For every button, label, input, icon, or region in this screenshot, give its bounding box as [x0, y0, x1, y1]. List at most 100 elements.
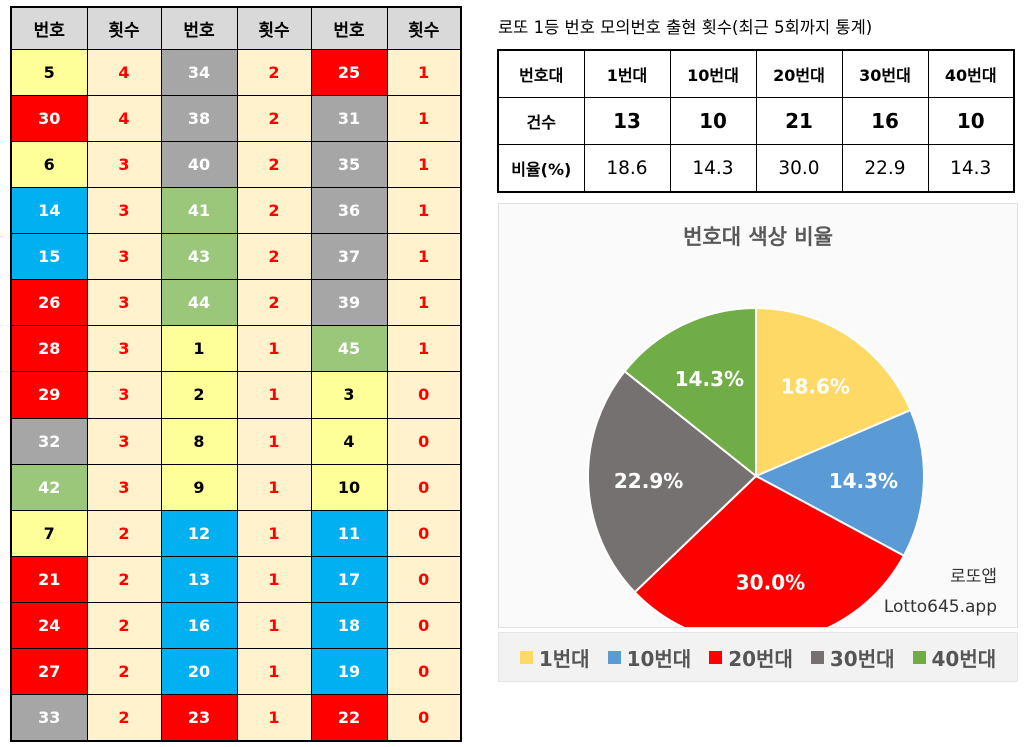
pie-chart-panel: 번호대 색상 비율 18.6% 14.3% 30.0% 22.9% 14.3% 로또앱 …: [498, 203, 1018, 628]
ball-number-cell: 33: [10, 693, 88, 742]
ball-count-cell: 2: [236, 233, 312, 281]
pie-slice: [753, 408, 925, 558]
ball-number-cell: 42: [10, 463, 88, 511]
ball-number-cell: 7: [10, 509, 88, 557]
header-count-1: 횟수: [86, 6, 162, 50]
ball-number-cell: 35: [310, 141, 388, 189]
ball-number-cell: 27: [10, 647, 88, 695]
legend-item: 20번대: [709, 643, 793, 672]
ball-number-cell: 12: [160, 509, 238, 557]
ball-count-cell: 1: [236, 325, 312, 373]
legend-swatch-icon: [810, 650, 824, 664]
frequency-row: 30 4 38 2 31 1: [10, 95, 462, 143]
ball-number-cell: 10: [310, 463, 388, 511]
ball-count-cell: 2: [86, 601, 162, 649]
ball-count-cell: 2: [86, 509, 162, 557]
ball-number-cell: 16: [160, 601, 238, 649]
legend-label: 20번대: [728, 646, 793, 671]
ball-count-cell: 2: [236, 141, 312, 189]
header-number-2: 번호: [160, 6, 238, 50]
ball-count-cell: 3: [86, 233, 162, 281]
ball-count-cell: 2: [86, 555, 162, 603]
ball-count-cell: 1: [386, 48, 462, 97]
legend-swatch-icon: [607, 650, 621, 664]
ball-number-cell: 6: [10, 141, 88, 189]
ball-count-cell: 0: [386, 555, 462, 603]
chart-title: 번호대 색상 비율: [683, 225, 833, 249]
ball-number-cell: 31: [310, 95, 388, 143]
legend-swatch-icon: [709, 650, 723, 664]
ball-number-cell: 41: [160, 187, 238, 235]
band-label: 20번대: [755, 49, 843, 98]
ball-number-cell: 11: [310, 509, 388, 557]
frequency-table-header: 번호 횟수 번호 횟수 번호 횟수: [10, 6, 462, 50]
ball-number-cell: 21: [10, 555, 88, 603]
ball-count-cell: 3: [86, 417, 162, 465]
ball-count-cell: 4: [86, 48, 162, 97]
ball-count-cell: 0: [386, 693, 462, 742]
ball-number-cell: 4: [310, 417, 388, 465]
frequency-table-body: 5 4 34 2 25 1 30 4 38 2 31 1 6 3 40 2 35 1 14 3 41 2 36 1 15 3 43 2…: [10, 48, 462, 742]
ball-count-cell: 3: [86, 279, 162, 327]
ball-count-cell: 0: [386, 601, 462, 649]
ball-count-cell: 1: [236, 555, 312, 603]
ball-count-cell: 1: [386, 279, 462, 327]
band-label: 40번대: [927, 49, 1015, 98]
ball-count-cell: 1: [386, 141, 462, 189]
ball-number-cell: 14: [10, 187, 88, 235]
ball-number-cell: 43: [160, 233, 238, 281]
ball-count-cell: 2: [236, 48, 312, 97]
ball-number-cell: 22: [310, 693, 388, 742]
ball-number-cell: 45: [310, 325, 388, 373]
ball-count-cell: 3: [86, 187, 162, 235]
ball-number-cell: 25: [310, 48, 388, 97]
ball-count-cell: 0: [386, 417, 462, 465]
ball-number-cell: 5: [10, 48, 88, 97]
ball-number-cell: 23: [160, 693, 238, 742]
band-label: 10번대: [669, 49, 757, 98]
ball-count-cell: 3: [86, 371, 162, 419]
ball-count-cell: 0: [386, 647, 462, 695]
frequency-row: 14 3 41 2 36 1: [10, 187, 462, 235]
count-row-label: 건수: [497, 97, 585, 145]
summary-header-row: 번호대 1번대 10번대 20번대 30번대 40번대: [497, 49, 1015, 98]
ball-count-cell: 2: [86, 647, 162, 695]
ratio-row-label: 비율(%): [497, 144, 585, 193]
ball-number-cell: 24: [10, 601, 88, 649]
legend-item: 40번대: [912, 643, 996, 672]
pie-slice: [755, 306, 912, 478]
frequency-row: 7 2 12 1 11 0: [10, 509, 462, 557]
ball-number-cell: 32: [10, 417, 88, 465]
ball-count-cell: 3: [86, 463, 162, 511]
summary-title: 로또 1등 번호 모의번호 출현 횟수(최근 5회까지 통계): [498, 18, 873, 37]
ball-count-cell: 1: [236, 371, 312, 419]
band-summary-table: 번호대 1번대 10번대 20번대 30번대 40번대 건수 13 10 21 …: [497, 49, 1015, 193]
ball-number-cell: 37: [310, 233, 388, 281]
ball-number-cell: 8: [160, 417, 238, 465]
legend-label: 1번대: [538, 646, 590, 671]
ball-count-cell: 0: [386, 509, 462, 557]
ball-count-cell: 4: [86, 95, 162, 143]
header-count-3: 횟수: [386, 6, 462, 50]
watermark-korean: 로또앱: [950, 567, 997, 587]
ball-number-cell: 17: [310, 555, 388, 603]
ball-number-cell: 26: [10, 279, 88, 327]
band-ratio: 14.3: [669, 144, 757, 193]
pie-chart: 번호대 색상 비율 18.6%14.3%30.0%22.9%14.3% 로또앱 …: [587, 225, 997, 627]
ball-count-cell: 1: [236, 601, 312, 649]
header-number-1: 번호: [10, 6, 88, 50]
band-count: 13: [583, 97, 671, 145]
ball-count-cell: 0: [386, 371, 462, 419]
ball-count-cell: 1: [386, 233, 462, 281]
ball-number-cell: 3: [310, 371, 388, 419]
frequency-row: 5 4 34 2 25 1: [10, 48, 462, 97]
pie-data-label: 18.6%: [781, 374, 850, 398]
ball-count-cell: 3: [86, 325, 162, 373]
ball-count-cell: 2: [236, 95, 312, 143]
ball-count-cell: 0: [386, 463, 462, 511]
ball-number-cell: 20: [160, 647, 238, 695]
ball-count-cell: 2: [236, 187, 312, 235]
band-ratio: 14.3: [927, 144, 1015, 193]
legend-item: 10번대: [607, 643, 691, 672]
pie-data-label: 30.0%: [736, 571, 805, 595]
